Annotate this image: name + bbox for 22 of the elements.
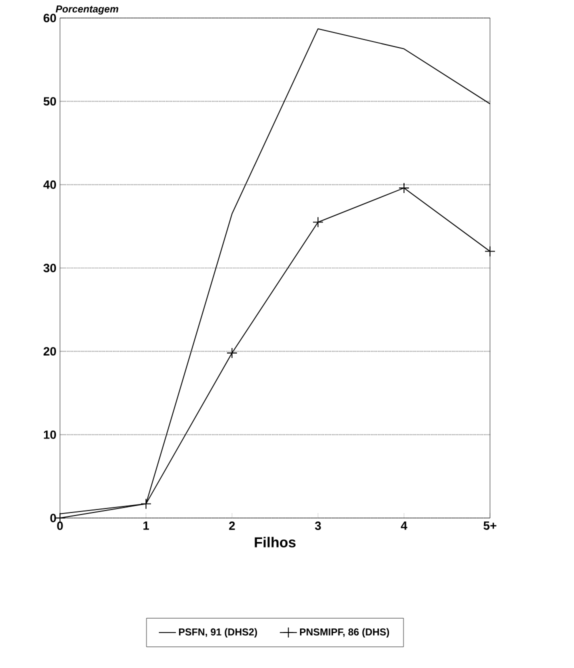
legend-label: PNSMIPF, 86 (DHS) [300,628,390,638]
y-tick-label: 0 [50,514,56,522]
x-tick-label: 4 [400,522,408,530]
y-tick-label: 40 [43,180,56,189]
point [312,216,324,228]
x-tick-label: 1 [143,522,149,530]
point [398,182,410,194]
y-tick-label: 20 [44,347,56,356]
x-tick-label: 3 [314,522,321,530]
x-tick-label: 5+ [484,522,496,530]
x-tick-label: 2 [229,522,235,530]
point [140,498,152,510]
point [226,348,238,358]
x-axis-title: Filhos [254,536,296,548]
y-axis-title: Porcentagem [56,6,118,14]
x-tick-label: 0 [57,522,63,530]
y-tick-label: 30 [43,264,56,272]
y-tick-label: 50 [44,97,56,106]
legend-label: PSFN, 91 (DHS2) [179,628,258,638]
y-tick-label: 10 [44,430,56,439]
point [484,246,496,257]
y-tick-label: 60 [44,14,56,22]
